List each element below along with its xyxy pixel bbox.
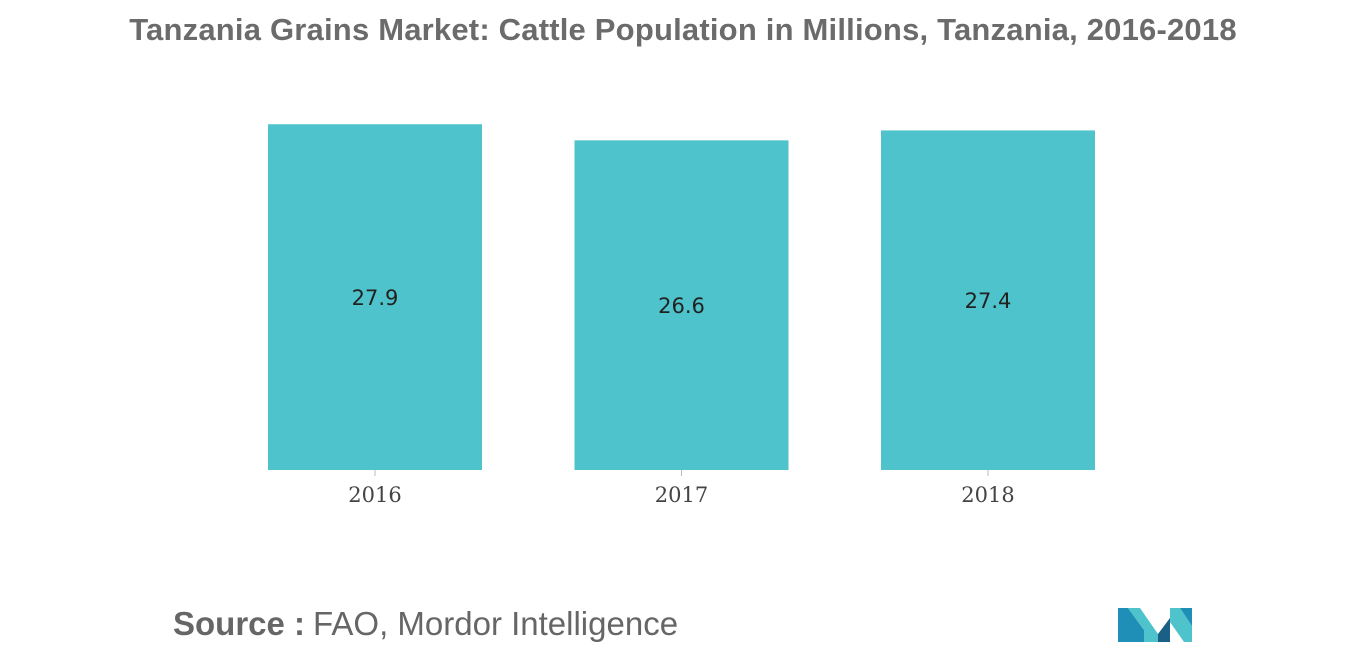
bar-chart: 27.9 2016 26.6 2017 27.4 2018	[268, 124, 1095, 507]
chart-title: Tanzania Grains Market: Cattle Populatio…	[129, 12, 1237, 47]
data-label-2016: 27.9	[352, 286, 399, 310]
data-label-2017: 26.6	[658, 294, 705, 318]
x-tick-label-2016: 2016	[348, 483, 401, 507]
x-tick-label-2018: 2018	[961, 483, 1014, 507]
bar-2018	[881, 130, 1095, 470]
x-tick-label-2017: 2017	[655, 483, 708, 507]
source-note: Source : FAO, Mordor Intelligence	[173, 605, 678, 643]
mordor-intelligence-logo-icon	[1118, 608, 1192, 642]
source-label: Source :	[173, 605, 306, 642]
bar-2017	[574, 140, 789, 470]
data-label-2018: 27.4	[965, 289, 1012, 313]
bar-2016	[268, 124, 482, 470]
source-text: FAO, Mordor Intelligence	[313, 605, 679, 642]
